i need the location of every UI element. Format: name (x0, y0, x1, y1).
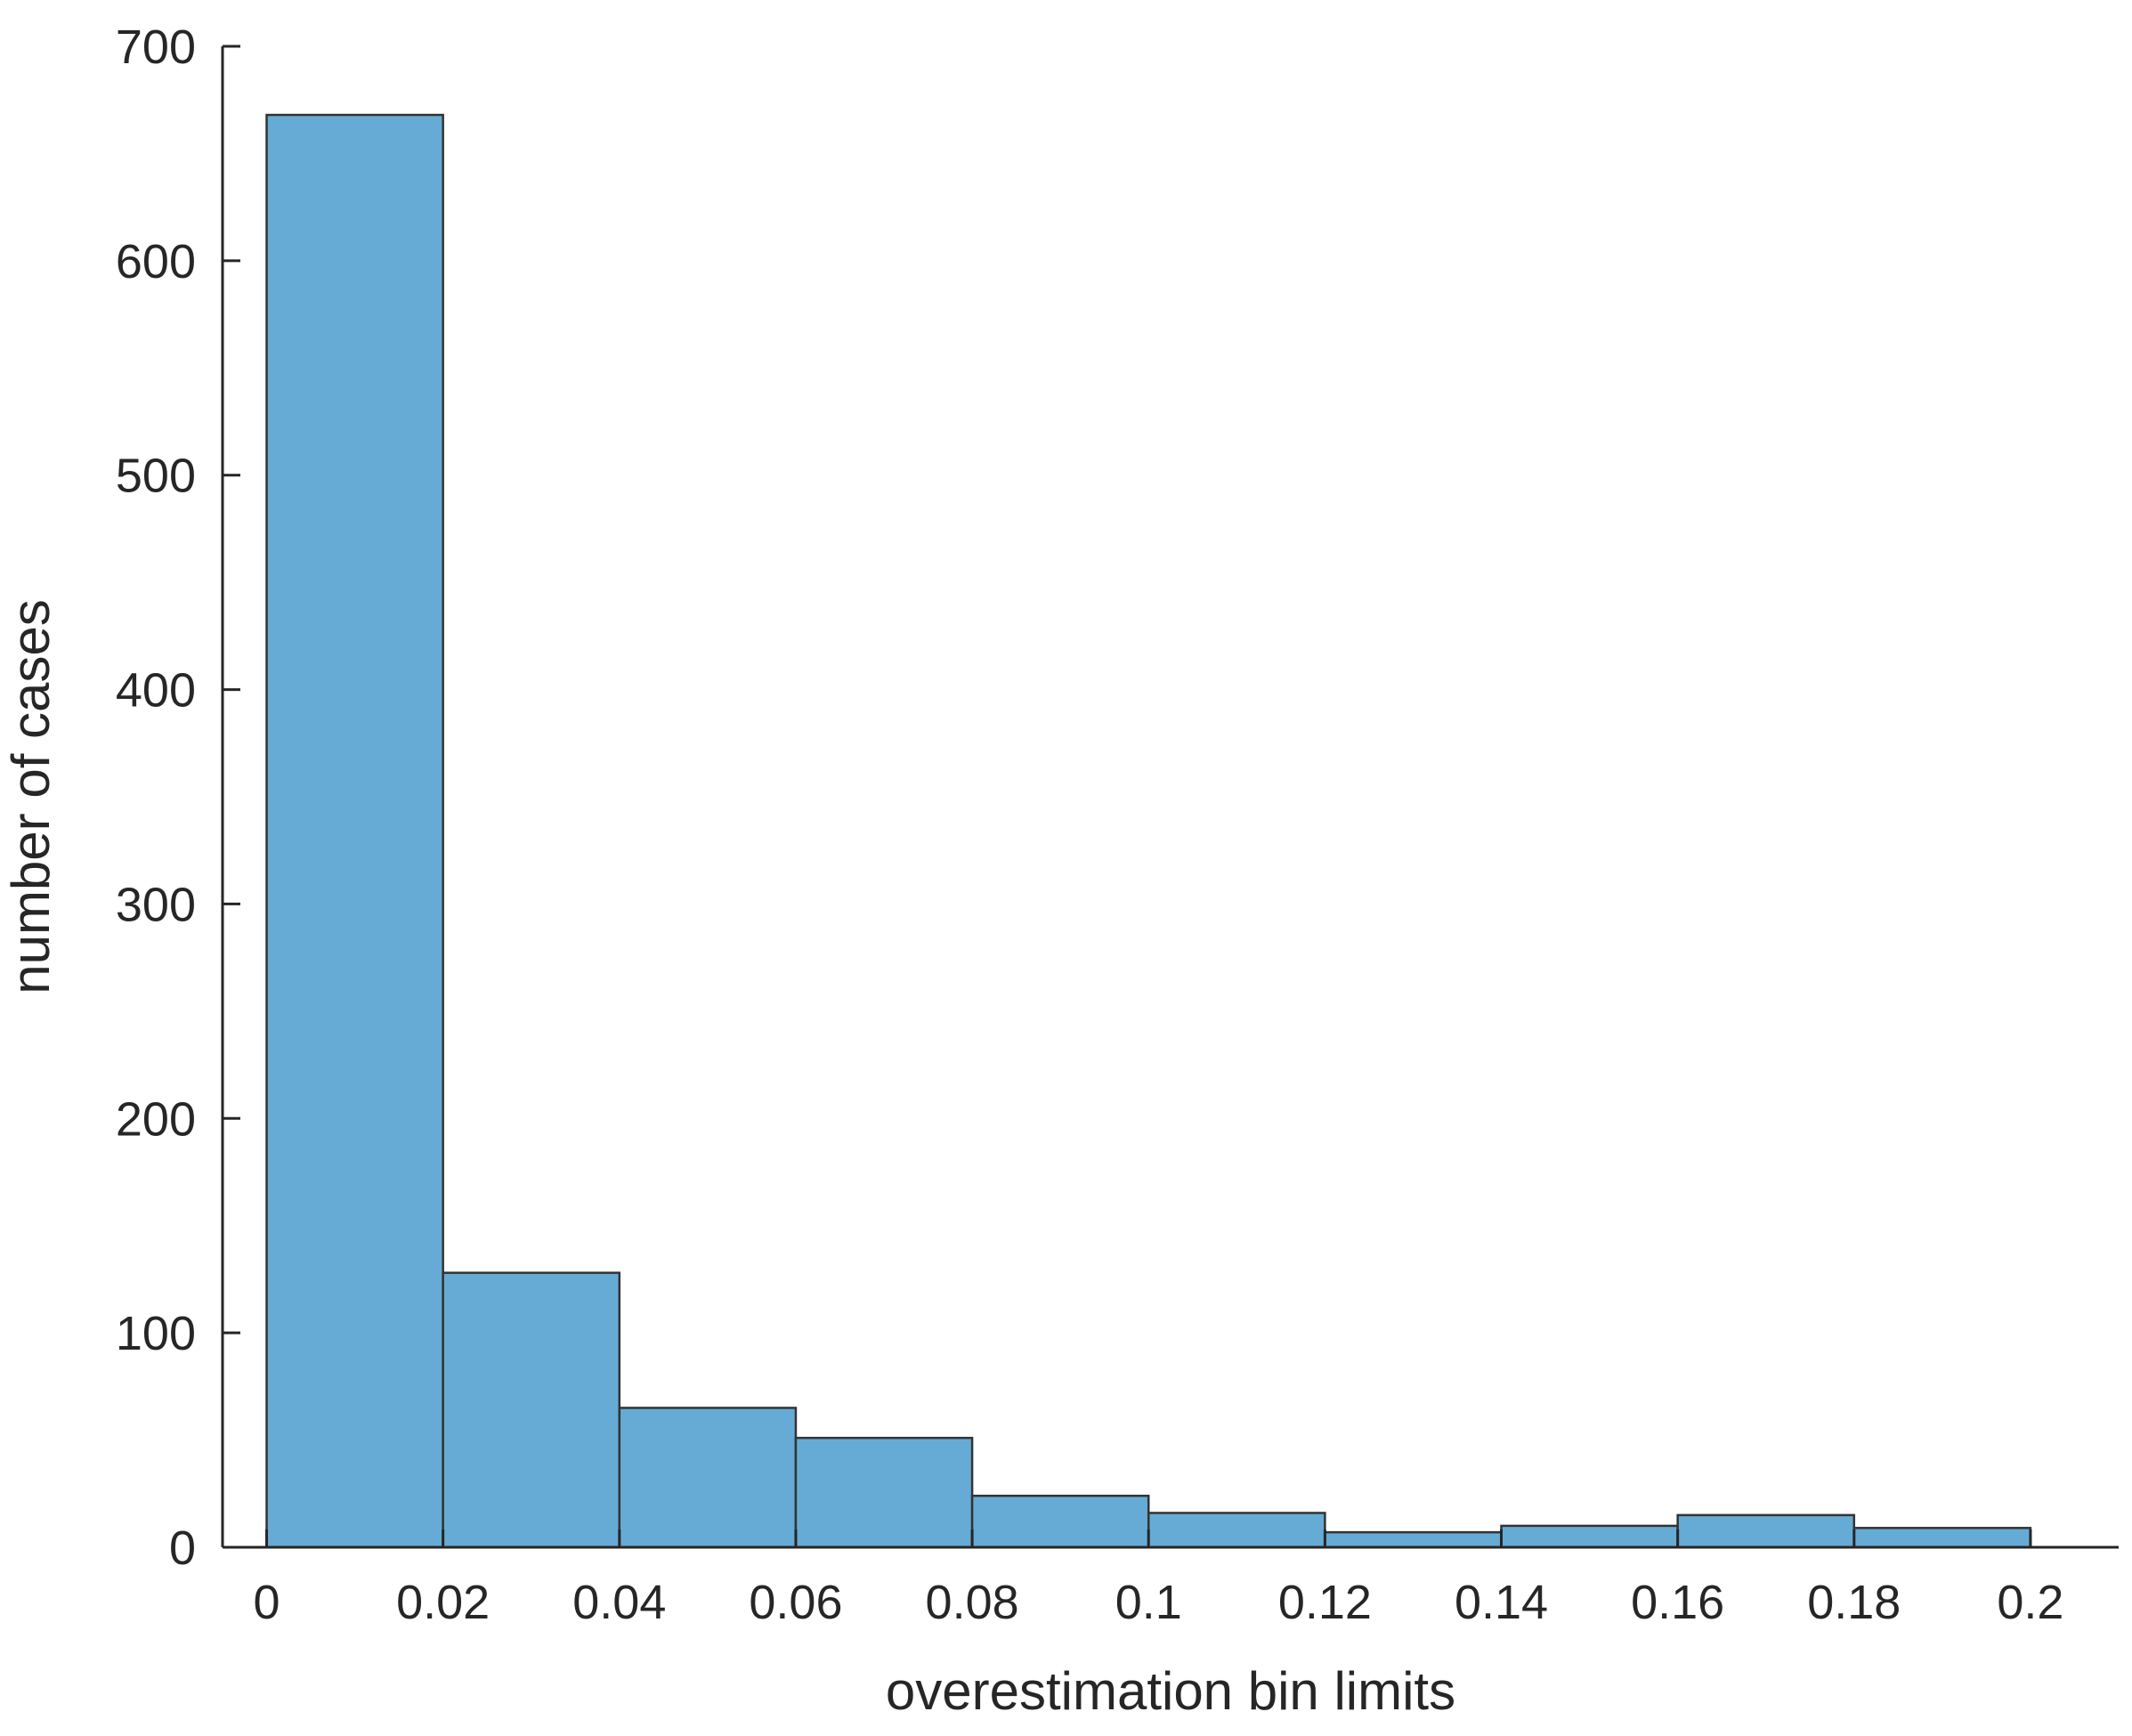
y-tick-label-1: 100 (116, 1307, 196, 1360)
histogram-bar-4 (970, 1494, 1150, 1549)
x-tick-label-9: 0.18 (1807, 1576, 1901, 1629)
x-tick-label-1: 0.02 (396, 1576, 490, 1629)
x-tick-label-2: 0.04 (572, 1576, 666, 1629)
bars-group (265, 113, 2032, 1549)
histogram-bar-9 (1852, 1527, 2032, 1549)
x-ticks-group: 0 0.02 0.04 0.06 0.08 0.1 0.12 0.14 0.16 0.18 0.2 (254, 1529, 2063, 1629)
histogram-bar-3 (794, 1436, 974, 1549)
histogram-bar-6 (1324, 1530, 1503, 1549)
x-tick-label-7: 0.14 (1455, 1576, 1548, 1629)
y-tick-label-4: 400 (116, 664, 196, 718)
histogram-bar-0 (265, 113, 444, 1549)
y-tick-label-2: 200 (116, 1092, 196, 1146)
histogram-bar-7 (1500, 1524, 1679, 1549)
histogram-bar-2 (618, 1407, 798, 1549)
y-tick-label-5: 500 (116, 450, 196, 503)
x-tick-label-5: 0.1 (1115, 1576, 1182, 1629)
y-tick-label-3: 300 (116, 878, 196, 931)
y-tick-label-6: 600 (116, 235, 196, 288)
y-tick-label-0: 0 (169, 1521, 196, 1575)
x-tick-label-6: 0.12 (1278, 1576, 1372, 1629)
y-axis-title: number of cases (1, 599, 61, 994)
x-tick-label-10: 0.2 (1997, 1576, 2063, 1629)
x-tick-label-3: 0.06 (749, 1576, 842, 1629)
x-tick-label-8: 0.16 (1631, 1576, 1724, 1629)
histogram-bar-8 (1676, 1513, 1856, 1549)
x-tick-label-0: 0 (254, 1576, 280, 1629)
y-ticks-group: 0 100 200 300 400 500 600 700 (116, 20, 240, 1575)
histogram-bar-5 (1147, 1512, 1326, 1549)
histogram-bar-1 (442, 1271, 621, 1549)
y-tick-label-7: 700 (116, 20, 196, 74)
axes-group (221, 46, 2119, 1549)
x-axis-title: overestimation bin limits (886, 1661, 1455, 1721)
x-tick-label-4: 0.08 (926, 1576, 1019, 1629)
